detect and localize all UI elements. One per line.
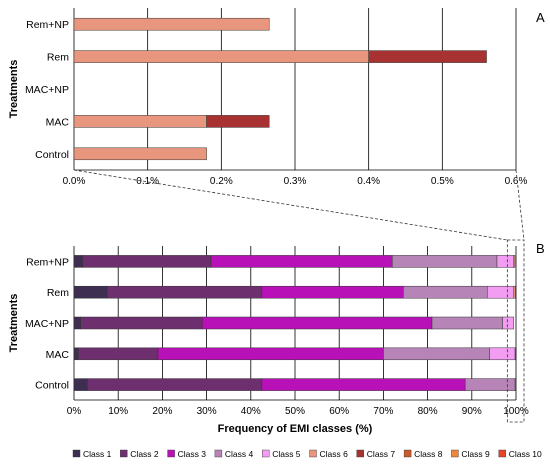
x-tick-label: 80% bbox=[418, 406, 438, 417]
bar-mac-np-class-3 bbox=[201, 316, 433, 330]
bar-mac-np-class-1 bbox=[73, 316, 81, 330]
bar-control-class-2 bbox=[87, 378, 263, 391]
bar-mac-class-5 bbox=[489, 347, 516, 361]
legend-label-class-10: Class 10 bbox=[509, 449, 542, 459]
bar-rem-class-6 bbox=[513, 285, 516, 299]
bar-rem-np-class-1 bbox=[73, 255, 84, 268]
category-label-control: Control bbox=[35, 149, 69, 161]
bar-control-class-3 bbox=[261, 378, 466, 391]
legend-label-class-6: Class 6 bbox=[320, 449, 349, 459]
bar-mac-class-3 bbox=[157, 347, 384, 361]
legend-label-class-5: Class 5 bbox=[272, 449, 301, 459]
x-axis-title: Frequency of EMI classes (%) bbox=[218, 423, 373, 435]
x-tick-label: 100% bbox=[503, 406, 529, 417]
bar-rem-class-2 bbox=[106, 285, 263, 299]
legend-label-class-9: Class 9 bbox=[461, 449, 490, 459]
x-tick-label: 50% bbox=[285, 406, 305, 417]
bar-rem-np-class-6 bbox=[73, 17, 270, 31]
bar-mac-class-4 bbox=[383, 347, 490, 361]
x-tick-label: 0% bbox=[67, 406, 82, 417]
x-tick-label: 0.6% bbox=[505, 176, 528, 187]
bar-rem-class-5 bbox=[487, 285, 515, 299]
legend-label-class-4: Class 4 bbox=[225, 449, 254, 459]
x-tick-label: 10% bbox=[108, 406, 128, 417]
y-axis-title: Treatments bbox=[8, 60, 20, 119]
zoom-line-left bbox=[73, 169, 508, 241]
legend-swatch-class-1 bbox=[72, 449, 81, 458]
legend-label-class-7: Class 7 bbox=[367, 449, 396, 459]
bar-rem-class-6 bbox=[73, 50, 369, 63]
zoom-connector-lines bbox=[73, 169, 525, 423]
bar-control-class-6 bbox=[514, 378, 517, 391]
legend-label-class-3: Class 3 bbox=[178, 449, 207, 459]
bar-rem-np-class-4 bbox=[391, 255, 498, 268]
bar-rem-class-7 bbox=[515, 285, 517, 299]
bar-rem-np-class-6 bbox=[513, 255, 516, 268]
legend-swatch-class-2 bbox=[120, 449, 128, 458]
bar-rem-np-class-5 bbox=[496, 255, 515, 268]
category-label-mac: MAC bbox=[46, 349, 70, 361]
legend-swatch-class-5 bbox=[262, 449, 270, 458]
x-tick-label: 0.1% bbox=[136, 176, 159, 187]
legend-swatch-class-8 bbox=[403, 449, 412, 458]
panel-b: 0% 10% 20% 30% 40% 50% 60% 70% 80% 90% 100% Control… bbox=[8, 241, 545, 435]
bar-rem-class-1 bbox=[73, 285, 108, 299]
legend-swatch-class-4 bbox=[214, 449, 223, 458]
category-label-rem: Rem bbox=[47, 287, 69, 299]
x-tick-label: 20% bbox=[152, 406, 172, 417]
bar-mac-class-6 bbox=[73, 115, 207, 128]
x-tick-label: 0.2% bbox=[210, 176, 233, 187]
y-axis-title: Treatments bbox=[8, 294, 20, 353]
category-label-rem-np: Rem+NP bbox=[26, 256, 69, 268]
bar-mac-np-class-4 bbox=[431, 316, 503, 330]
category-label-control: Control bbox=[35, 380, 69, 392]
category-label-rem-np: Rem+NP bbox=[26, 19, 69, 31]
category-label-mac: MAC bbox=[46, 116, 70, 128]
bar-mac-class-7 bbox=[206, 115, 270, 128]
x-tick-label: 0.3% bbox=[284, 176, 307, 187]
x-tick-label: 0.0% bbox=[63, 176, 86, 187]
x-tick-label: 0.4% bbox=[357, 176, 380, 187]
panel-a: 0.0% 0.1% 0.2% 0.3% 0.4% 0.5% 0.6% Control MAC MA… bbox=[8, 8, 545, 187]
legend-swatch-class-9 bbox=[451, 449, 459, 458]
legend-label-class-8: Class 8 bbox=[414, 449, 443, 459]
bar-mac-np-class-2 bbox=[80, 316, 203, 330]
legend-label-class-1: Class 1 bbox=[83, 449, 112, 459]
category-label-mac-np: MAC+NP bbox=[25, 318, 69, 330]
bar-rem-np-class-3 bbox=[210, 255, 393, 268]
x-tick-label: 70% bbox=[373, 406, 393, 417]
bar-rem-np-class-2 bbox=[82, 255, 212, 268]
panel-letter-a: A bbox=[536, 10, 545, 25]
legend-swatch-class-10 bbox=[498, 449, 506, 458]
category-label-mac-np: MAC+NP bbox=[25, 84, 69, 96]
zoom-box bbox=[506, 239, 525, 423]
bar-rem-class-7 bbox=[368, 50, 487, 63]
bar-mac-np-class-5 bbox=[502, 316, 515, 330]
x-tick-label: 0.5% bbox=[431, 176, 454, 187]
legend: Class 1 Class 2 Class 3 Class 4 Class 5 Class… bbox=[72, 449, 542, 459]
bar-rem-class-3 bbox=[261, 285, 404, 299]
bar-mac-class-1 bbox=[73, 347, 79, 361]
panel-letter-b: B bbox=[536, 241, 545, 256]
bar-control-class-1 bbox=[73, 378, 88, 391]
x-tick-label: 40% bbox=[241, 406, 261, 417]
x-tick-label: 60% bbox=[329, 406, 349, 417]
x-tick-label: 30% bbox=[197, 406, 217, 417]
bar-rem-class-4 bbox=[403, 285, 488, 299]
legend-swatch-class-7 bbox=[356, 449, 364, 458]
x-tick-label: 90% bbox=[462, 406, 482, 417]
legend-label-class-2: Class 2 bbox=[130, 449, 159, 459]
category-label-rem: Rem bbox=[47, 52, 69, 64]
legend-swatch-class-6 bbox=[309, 449, 317, 458]
legend-swatch-class-3 bbox=[167, 449, 175, 458]
bar-control-class-6 bbox=[73, 147, 207, 161]
zoom-line-right bbox=[515, 169, 525, 241]
bar-mac-class-2 bbox=[78, 347, 159, 361]
